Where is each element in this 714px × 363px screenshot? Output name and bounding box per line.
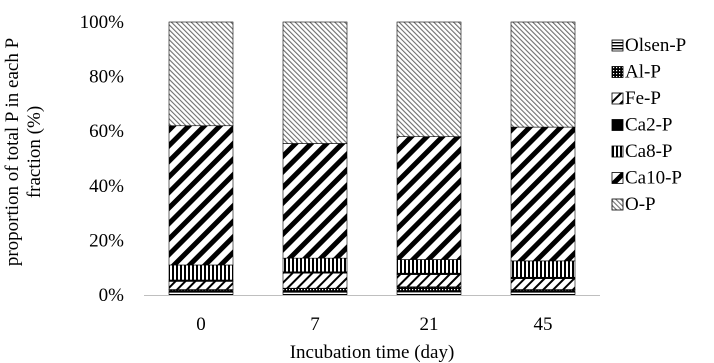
bar-segment-olsen-p <box>396 290 462 296</box>
y-axis-title-line-1: proportion of total P in each P <box>2 38 23 266</box>
legend-swatch <box>611 119 624 131</box>
bar-segment-ca10-p <box>396 136 462 260</box>
bar-segment-olsen-p <box>282 291 348 296</box>
bar-segment-al-p <box>168 289 234 293</box>
legend-item-al-p: Al-P <box>611 62 661 83</box>
legend-label: Olsen-P <box>625 35 686 56</box>
y-axis-ticks: 0% 20% 40% 60% 80% 100% <box>80 12 125 306</box>
bar-segment-o-p <box>168 21 234 127</box>
legend-item-ca10-p: Ca10-P <box>611 168 682 189</box>
x-tick-label: 45 <box>534 314 553 335</box>
y-tick-label: 80% <box>89 67 124 88</box>
x-tick-label: 0 <box>196 314 206 335</box>
legend-swatch <box>611 39 624 52</box>
bar-segment-olsen-p <box>168 291 234 296</box>
y-tick-label: 100% <box>80 12 125 33</box>
bar-segment-ca8-p <box>282 257 348 273</box>
bar-segment-ca8-p <box>510 260 576 278</box>
bar-segment-al-p <box>282 287 348 293</box>
y-axis-title-line-2: fraction (%) <box>24 106 45 198</box>
legend-label: Ca10-P <box>625 168 682 189</box>
legend-item-olsen-p: Olsen-P <box>611 35 686 56</box>
bar-segment-olsen-p <box>510 291 576 296</box>
legend-item-ca8-p: Ca8-P <box>611 141 673 162</box>
legend: Olsen-P Al-P Fe-P Ca2-P Ca8-P Ca10-P O-P <box>611 35 686 215</box>
bar-segment-ca10-p <box>168 125 234 266</box>
legend-label: Fe-P <box>625 88 661 109</box>
legend-item-fe-p: Fe-P <box>611 88 661 109</box>
legend-swatch <box>611 66 624 78</box>
y-tick-label: 60% <box>89 121 124 142</box>
legend-label: Al-P <box>625 62 661 83</box>
bar-segment-ca8-p <box>396 259 462 274</box>
bars <box>168 21 576 296</box>
bar-segment-ca8-p <box>168 264 234 281</box>
legend-swatch <box>611 92 624 105</box>
y-tick-label: 0% <box>99 285 125 306</box>
y-axis-title: proportion of total P in each P fraction… <box>2 38 45 266</box>
bar-group-21 <box>396 21 462 296</box>
bar-segment-fe-p <box>396 274 462 288</box>
y-tick-label: 40% <box>89 176 124 197</box>
bar-segment-o-p <box>510 21 576 128</box>
bar-segment-ca10-p <box>510 126 576 262</box>
bar-segment-fe-p <box>168 281 234 290</box>
x-tick-label: 7 <box>310 314 320 335</box>
legend-swatch <box>611 145 624 158</box>
bar-segment-al-p <box>396 286 462 292</box>
bar-segment-fe-p <box>510 278 576 290</box>
y-tick-label: 20% <box>89 230 124 251</box>
legend-swatch <box>611 198 624 211</box>
bar-group-7 <box>282 21 348 296</box>
bar-group-45 <box>510 21 576 296</box>
legend-label: Ca2-P <box>625 115 673 136</box>
x-axis-ticks: 0 7 21 45 <box>196 314 552 335</box>
legend-label: Ca8-P <box>625 141 673 162</box>
x-tick-label: 21 <box>420 314 439 335</box>
bar-segment-fe-p <box>282 272 348 289</box>
bar-group-0 <box>168 21 234 296</box>
bar-segment-o-p <box>396 21 462 137</box>
bar-segment-o-p <box>282 21 348 144</box>
x-axis-title: Incubation time (day) <box>290 342 455 363</box>
legend-swatch <box>611 172 624 184</box>
legend-item-ca2-p: Ca2-P <box>611 115 673 136</box>
legend-label: O-P <box>625 194 656 215</box>
legend-item-o-p: O-P <box>611 194 656 215</box>
bar-segment-al-p <box>510 289 576 293</box>
bar-segment-ca10-p <box>282 143 348 259</box>
